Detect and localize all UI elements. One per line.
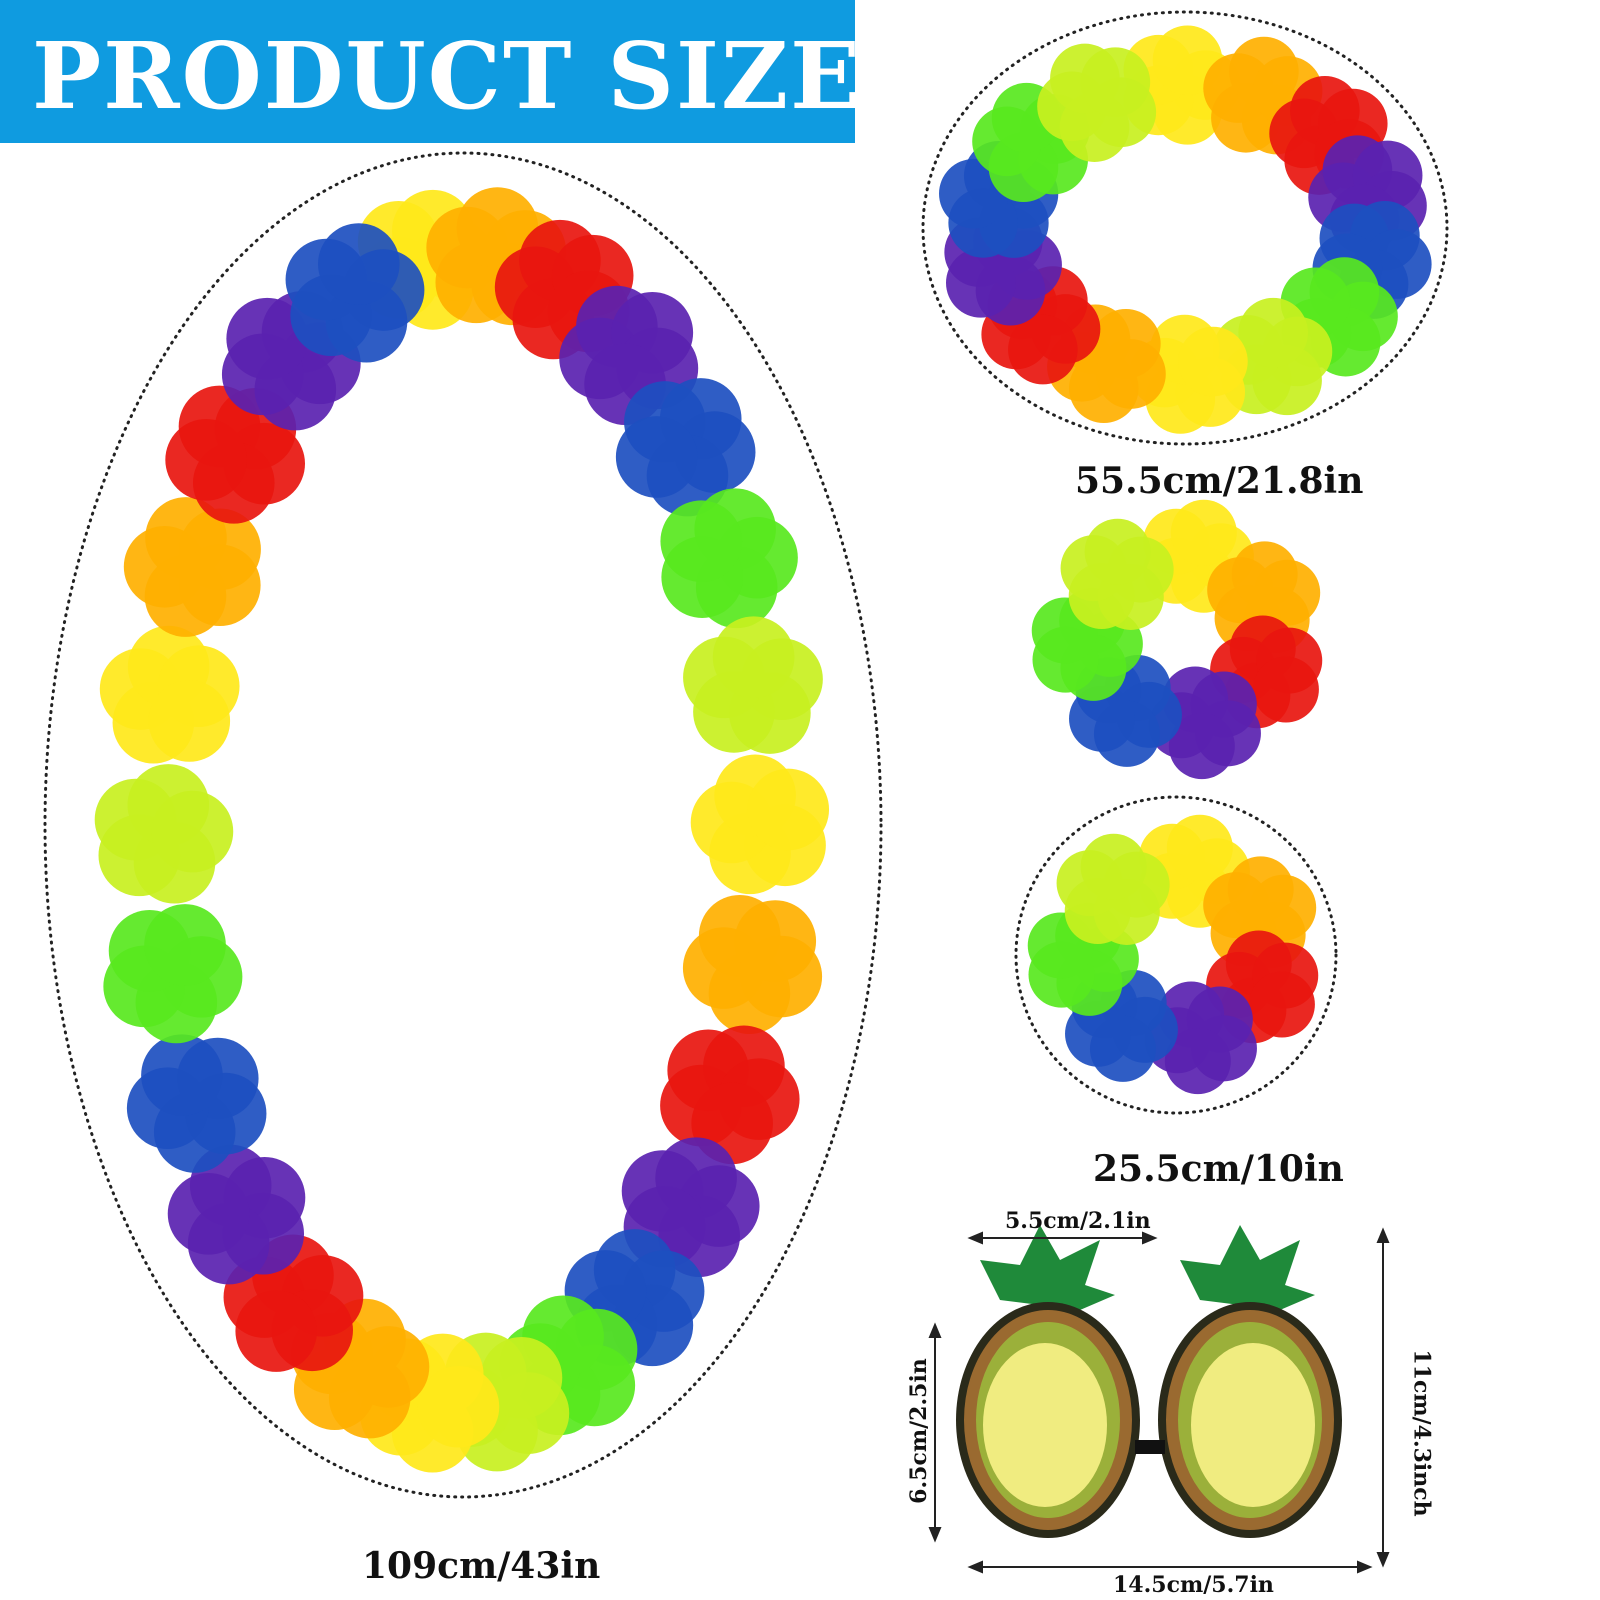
headband-dotted-outline <box>921 10 1449 446</box>
flower <box>285 223 425 363</box>
flower-lei-necklace <box>43 151 883 1499</box>
glasses-bridge <box>1135 1440 1165 1454</box>
arrow-total-height <box>1376 1227 1390 1568</box>
necklace-dotted-outline <box>43 151 883 1499</box>
flower <box>1037 43 1157 162</box>
headband-size-label: 55.5cm/21.8in <box>1075 460 1364 502</box>
necklace-size-label: 109cm/43in <box>362 1545 601 1587</box>
flower <box>690 754 830 895</box>
flower <box>615 378 756 517</box>
flower-wristband <box>1031 499 1323 780</box>
product-size-banner: PRODUCT SIZE <box>0 0 860 143</box>
wristband-dotted-outline <box>1014 795 1338 1115</box>
flower <box>123 497 261 637</box>
flower <box>1056 833 1170 945</box>
flower <box>683 616 823 754</box>
flower <box>103 904 243 1044</box>
flower-headband <box>921 10 1449 446</box>
flower <box>94 764 234 904</box>
lens-height-label: 6.5cm/2.5in <box>905 1358 932 1504</box>
pineapple-glasses <box>956 1225 1342 1538</box>
arrow-total-width <box>967 1560 1373 1574</box>
glasses-right-frame <box>1158 1225 1342 1538</box>
flower <box>126 1034 267 1173</box>
arrow-lens-height <box>928 1322 942 1543</box>
flower <box>167 1144 306 1285</box>
lens-width-label: 5.5cm/2.1in <box>1005 1208 1151 1234</box>
total-height-label: 11cm/4.3inch <box>1408 1349 1435 1517</box>
flower <box>1060 518 1174 630</box>
arrow-lens-width <box>967 1231 1158 1245</box>
total-width-label: 14.5cm/5.7in <box>1113 1572 1274 1598</box>
flower-wristband-outlined <box>1014 795 1338 1115</box>
glasses-left-frame <box>956 1225 1140 1538</box>
flower <box>682 895 823 1035</box>
flower <box>660 488 798 629</box>
flower <box>99 625 240 764</box>
banner-title: PRODUCT SIZE <box>32 22 863 130</box>
dimension-arrows <box>928 1227 1390 1574</box>
wristband-size-label: 25.5cm/10in <box>1093 1148 1344 1190</box>
